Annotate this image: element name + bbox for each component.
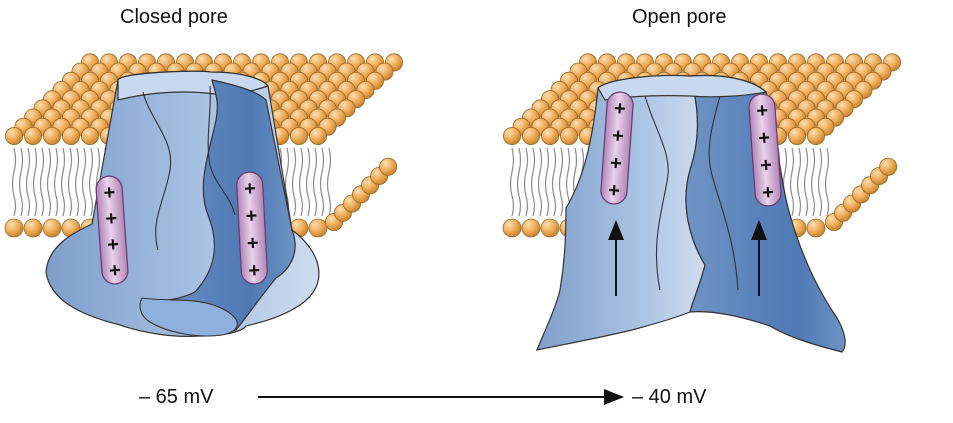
positive-charge: +: [245, 205, 258, 228]
voltage-end-label: – 40 mV: [632, 386, 707, 408]
lipid-tail: [305, 147, 311, 217]
lipid-tail: [291, 147, 297, 217]
lipid-tail: [544, 147, 550, 217]
voltage-sensor-closed-left: + + + +: [95, 175, 129, 285]
positive-charge: +: [758, 127, 771, 150]
closed-pore-title: Closed pore: [120, 6, 228, 28]
lipid-tail: [67, 147, 73, 217]
positive-charge: +: [244, 178, 257, 201]
voltage-sensors: + + + + + + + + + + + + + + + +: [95, 91, 782, 285]
lipid-tail: [53, 147, 59, 217]
positive-charge: +: [611, 125, 624, 148]
lipid-tail: [32, 147, 38, 217]
positive-charge: +: [246, 232, 259, 255]
sensor-movement-arrows: [608, 220, 767, 296]
lipid-tail: [81, 147, 87, 217]
open-pore-title: Open pore: [632, 6, 727, 28]
lipid-head: [502, 127, 521, 146]
lipid-tail: [796, 147, 802, 217]
closed-channel-pore-groove: [142, 91, 172, 251]
open-channel-pore-edge-left: [644, 95, 669, 291]
closed-channel-pore-groove-right: [207, 85, 236, 216]
lipid-tail: [824, 147, 830, 217]
lipid-head: [4, 127, 24, 146]
lipid-tail: [523, 147, 529, 217]
lipid-head: [62, 127, 81, 146]
lipid-head: [289, 127, 308, 146]
lipid-tail: [25, 147, 31, 217]
lipid-tail: [516, 147, 522, 217]
positive-charge: +: [108, 260, 121, 283]
positive-charge: +: [105, 208, 118, 231]
lipid-head: [4, 218, 24, 238]
closed-channel-bottom-flap: [139, 297, 238, 337]
voltage-sensor-open-right: + + + +: [748, 93, 782, 207]
voltage-sensor-closed-right: + + + +: [236, 171, 268, 285]
voltage-start-label: – 65 mV: [139, 386, 214, 408]
lipid-head: [521, 218, 541, 238]
positive-charge: +: [103, 182, 116, 205]
positive-charge: +: [106, 234, 119, 257]
positive-charge: +: [761, 182, 774, 205]
lipid-tail: [74, 147, 80, 217]
positive-charge: +: [248, 260, 261, 283]
positive-charge: +: [613, 98, 626, 121]
lipid-head: [379, 157, 398, 176]
positive-charge: +: [756, 100, 769, 123]
lipid-head: [540, 218, 560, 238]
lipid-head: [560, 127, 579, 146]
lipid-tail: [509, 147, 515, 217]
lipid-head: [308, 218, 328, 238]
lipid-tail: [326, 147, 332, 217]
positive-charge: +: [607, 180, 620, 203]
lipid-tail: [810, 147, 816, 217]
lipid-tail: [530, 147, 536, 217]
lipid-tail: [39, 147, 45, 217]
lipid-tail: [46, 147, 52, 217]
voltage-sensor-open-left: + + + +: [600, 91, 634, 205]
lipid-head: [23, 218, 43, 238]
lipid-tail: [312, 147, 318, 217]
lipid-tail: [319, 147, 325, 217]
lipid-tail: [558, 147, 564, 217]
positive-charge: +: [609, 152, 622, 175]
sensor-helix: [748, 93, 782, 207]
sensor-helix: [95, 175, 129, 285]
lipid-tail: [537, 147, 543, 217]
lipid-head: [788, 127, 807, 146]
lipid-head: [42, 218, 62, 238]
lipid-head: [81, 127, 100, 146]
positive-charge: +: [759, 154, 772, 177]
lipid-head: [879, 157, 898, 176]
lipid-head: [308, 127, 327, 146]
sensor-helix: [236, 171, 268, 285]
lipid-tail: [88, 147, 94, 217]
lipid-tail: [789, 147, 795, 217]
lipid-head: [807, 127, 826, 146]
lipid-head: [43, 127, 62, 146]
lipid-tail: [817, 147, 823, 217]
open-channel-pore-edge-right: [708, 95, 739, 291]
open-channel-protein: [536, 74, 846, 353]
lipid-tail: [551, 147, 557, 217]
lipid-head: [502, 218, 522, 238]
lipid-head: [541, 127, 560, 146]
open-channel-top-face: [597, 74, 768, 101]
lipid-tail: [298, 147, 304, 217]
lipid-head: [806, 218, 826, 238]
lipid-tail: [60, 147, 66, 217]
lipid-tail: [803, 147, 809, 217]
sensor-helix: [600, 91, 634, 205]
lipid-head: [522, 127, 541, 146]
lipid-head: [23, 127, 43, 146]
lipid-tail: [18, 147, 24, 217]
lipid-tail: [11, 147, 17, 217]
